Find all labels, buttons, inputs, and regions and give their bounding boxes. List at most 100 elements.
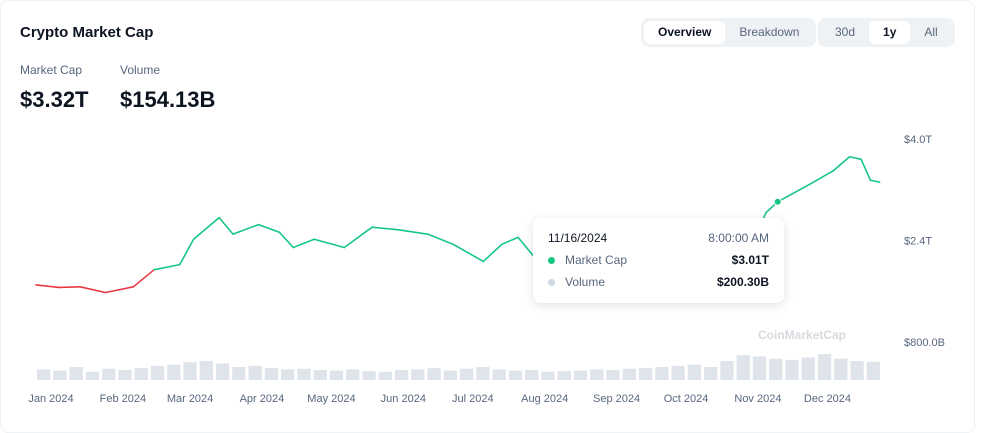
volume-bar [150, 365, 165, 380]
market-cap-line-segment [396, 228, 429, 235]
volume-bar [427, 368, 441, 380]
volume-bar [492, 369, 506, 380]
volume-bar [817, 354, 832, 380]
volume-bar [557, 371, 571, 380]
x-tick-label: Mar 2024 [167, 393, 213, 405]
range-all[interactable]: All [924, 25, 938, 39]
market-cap-line-segment [809, 169, 835, 185]
volume-bar [215, 363, 230, 380]
volume-bar [411, 369, 425, 380]
volume-bar [37, 369, 51, 380]
volume-bar [329, 370, 344, 380]
market-cap-line-segment [104, 286, 135, 294]
market-cap-line-segment [192, 216, 220, 241]
volume-bar [443, 370, 457, 380]
range-toggle: 30d 1y All [818, 18, 955, 47]
x-tick-label: Feb 2024 [100, 393, 146, 405]
volume-bar [362, 371, 376, 380]
market-cap-line-segment [153, 263, 181, 271]
x-tick-label: Oct 2024 [664, 393, 709, 405]
volume-bar [69, 367, 83, 380]
tooltip-label: Volume [565, 275, 606, 289]
volume-bar [638, 368, 653, 380]
x-tick-label: Sep 2024 [593, 393, 640, 405]
market-cap-line-segment [860, 158, 872, 182]
y-tick-label: $4.0T [904, 134, 932, 146]
volume-bar [801, 357, 815, 380]
volume-bar [590, 369, 604, 380]
tooltip-label: Market Cap [565, 253, 628, 267]
volume-bar [134, 368, 148, 380]
volume-bar [508, 370, 523, 380]
market-cap-label: Market Cap [20, 63, 83, 77]
hover-point [773, 197, 782, 206]
market-cap-line-segment [313, 238, 346, 249]
market-cap-line-segment [426, 233, 455, 246]
volume-bar [199, 361, 213, 380]
volume-bar [281, 369, 295, 380]
volume-bar [102, 368, 116, 380]
volume-bar [720, 361, 734, 380]
volume-label: Volume [120, 63, 161, 77]
tab-breakdown[interactable]: Breakdown [739, 25, 800, 39]
volume-bar [525, 369, 539, 380]
volume-bar [769, 358, 783, 380]
volume-bar [573, 370, 588, 380]
market-cap-line-segment [79, 286, 107, 294]
range-1y[interactable]: 1y [869, 21, 911, 44]
volume-bar [752, 356, 767, 380]
market-cap-line-segment [257, 223, 281, 234]
volume-bar [264, 368, 279, 380]
market-cap-line-segment [482, 243, 503, 263]
volume-bar [53, 370, 67, 380]
market-cap-line-segment [178, 238, 195, 266]
volume-dot-icon [548, 279, 555, 286]
x-tick-label: May 2024 [307, 393, 355, 405]
volume-bar [704, 367, 718, 380]
volume-bar [183, 362, 197, 380]
volume-bar [476, 367, 490, 380]
tooltip-value: $3.01T [731, 253, 769, 267]
tooltip-time: 8:00:00 AM [708, 231, 769, 245]
volume-bar [297, 368, 311, 380]
market-cap-line-segment [218, 216, 234, 235]
volume-bar [232, 367, 246, 380]
market-cap-dot-icon [548, 257, 555, 264]
x-tick-label: Apr 2024 [240, 393, 285, 405]
volume-bar [313, 369, 327, 380]
volume-bar [671, 365, 685, 380]
market-cap-line-segment [58, 286, 81, 289]
market-cap-line-segment [869, 179, 881, 183]
market-cap-line-segment [132, 268, 156, 288]
market-cap-line-segment [832, 155, 851, 172]
volume-bar [167, 364, 181, 380]
market-cap-line-segment [278, 231, 295, 249]
market-cap-line-segment [848, 155, 862, 161]
volume-bar [655, 367, 669, 380]
volume-bar [378, 371, 392, 380]
volume-bar [622, 368, 636, 380]
y-tick-label: $800.0B [904, 337, 945, 349]
volume-bar [460, 368, 474, 380]
volume-bar [541, 371, 555, 380]
volume-bar [850, 361, 864, 380]
market-cap-line-segment [232, 223, 260, 235]
volume-bar [248, 365, 262, 380]
page-title: Crypto Market Cap [20, 24, 154, 41]
volume-bar [85, 371, 100, 380]
x-tick-label: Jul 2024 [452, 393, 494, 405]
volume-bar [394, 369, 409, 380]
market-cap-line-segment [371, 226, 399, 231]
watermark: CoinMarketCap [758, 328, 847, 342]
tab-overview[interactable]: Overview [644, 21, 726, 44]
volume-bar [606, 369, 620, 380]
range-30d[interactable]: 30d [835, 25, 856, 39]
x-tick-label: Dec 2024 [804, 393, 851, 405]
volume-bar [866, 361, 880, 380]
market-cap-line-segment [343, 226, 373, 249]
x-tick-label: Aug 2024 [521, 393, 568, 405]
tooltip-date: 11/16/2024 [548, 231, 608, 245]
view-toggle: Overview Breakdown [641, 18, 817, 47]
volume-bar [834, 358, 848, 380]
